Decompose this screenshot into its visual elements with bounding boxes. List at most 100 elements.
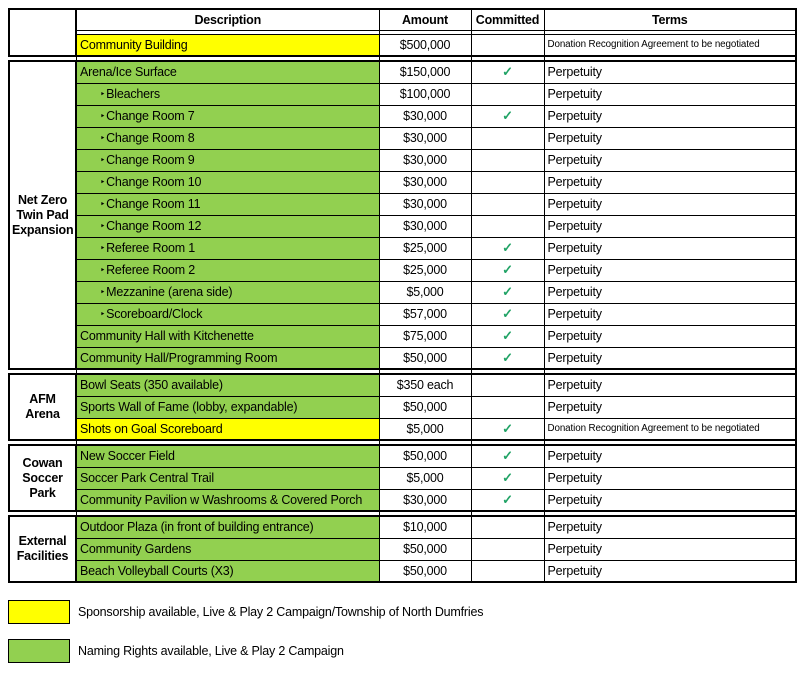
amount-cell: $75,000 [378,324,472,348]
description-cell: Community Gardens [75,537,380,561]
group-cell-external-facilities: External Facilities [8,515,77,583]
table-row: Cowan Soccer Park New Soccer Field $50,000… [8,444,797,512]
description-cell: ‣Change Room 12 [75,214,380,238]
triangular-bullet-icon: ‣ [100,177,106,187]
terms-cell: Perpetuity [543,104,797,128]
table-row: Net Zero Twin Pad Expansion Arena/Ice Sur… [8,60,797,370]
terms-cell: Perpetuity [543,60,797,84]
committed-cell [470,82,545,106]
section-gap-cell [9,439,76,446]
yellow-swatch [8,600,70,624]
amount-cell: $50,000 [378,346,472,370]
table-row: External Facilities Outdoor Plaza (in fro… [8,515,797,583]
description-cell: Sports Wall of Fame (lobby, expandable) [75,395,380,419]
committed-cell [470,373,545,397]
table-row: ‣Change Room 10 $30,000 Perpetuity [9,170,797,194]
table-row: Community Pavilion w Washrooms & Covered… [9,488,797,512]
description-cell: ‣Change Room 7 [75,104,380,128]
triangular-bullet-icon: ‣ [100,265,106,275]
amount-cell: $30,000 [378,126,472,150]
amount-cell: $10,000 [378,515,472,539]
description-label: Change Room 10 [106,175,202,189]
table-row: ‣Change Room 11 $30,000 Perpetuity [9,192,797,216]
terms-cell: Perpetuity [543,280,797,304]
description-cell: Community Hall with Kitchenette [75,324,380,348]
sponsorship-table: Description Amount Committed Terms Community… [8,8,797,583]
terms-cell: Perpetuity [543,258,797,282]
amount-cell: $30,000 [378,192,472,216]
amount-cell: $30,000 [378,214,472,238]
committed-cell: ✓ [470,417,545,441]
committed-cell [470,395,545,419]
column-header-description: Description [75,8,380,31]
table-row: ‣Scoreboard/Clock $57,000 ✓ Perpetuity [9,302,797,326]
amount-cell: $30,000 [378,170,472,194]
description-cell: ‣Referee Room 2 [75,258,380,282]
triangular-bullet-icon: ‣ [100,155,106,165]
terms-cell: Perpetuity [543,373,797,397]
gap-cell [543,439,797,446]
triangular-bullet-icon: ‣ [100,133,106,143]
check-icon: ✓ [502,349,513,365]
amount-cell: $25,000 [378,258,472,282]
check-icon: ✓ [502,470,513,485]
description-cell: ‣Referee Room 1 [75,236,380,260]
committed-cell: ✓ [470,258,545,282]
terms-cell: Perpetuity [543,444,797,468]
check-icon: ✓ [502,64,513,80]
amount-cell: $50,000 [378,395,472,419]
committed-cell: ✓ [470,60,545,84]
description-cell: New Soccer Field [75,444,380,468]
terms-cell: Perpetuity [543,214,797,238]
terms-cell: Perpetuity [543,236,797,260]
column-header-terms: Terms [543,8,797,31]
group-cell-afm-arena: AFM Arena [8,373,77,441]
section-gap-cell [9,510,76,517]
committed-cell [470,126,545,150]
amount-cell: $5,000 [378,466,472,490]
table-row: Soccer Park Central Trail $5,000 ✓ Perpetui… [9,466,797,490]
description-cell: Community Pavilion w Washrooms & Covered… [75,488,380,512]
description-label: Change Room 12 [106,219,202,233]
description-label: Referee Room 2 [106,263,196,277]
description-cell: Arena/Ice Surface [75,60,380,84]
section-gap-cell [9,368,76,375]
triangular-bullet-icon: ‣ [100,199,106,209]
check-icon: ✓ [502,306,513,321]
description-label: Change Room 11 [106,197,201,211]
terms-cell: Perpetuity [543,488,797,512]
terms-cell: Donation Recognition Agreement to be neg… [543,417,797,441]
amount-cell: $25,000 [378,236,472,260]
table-row: ‣Change Room 8 $30,000 Perpetuity [9,126,797,150]
description-label: Change Room 9 [106,153,195,167]
description-cell: Bowl Seats (350 available) [75,373,380,397]
gap-cell [543,368,797,375]
amount-cell: $500,000 [378,33,472,57]
table-row: Beach Volleyball Courts (X3) $50,000 Perpe… [9,559,797,583]
amount-cell: $5,000 [378,417,472,441]
committed-cell: ✓ [470,280,545,304]
check-icon: ✓ [502,420,513,436]
table-row: ‣Referee Room 2 $25,000 ✓ Perpetuity [9,258,797,282]
group-cell-net-zero-twin-pad-expansion: Net Zero Twin Pad Expansion [8,60,77,370]
table-row: ‣Mezzanine (arena side) $5,000 ✓ Perpetuity [9,280,797,304]
green-swatch [8,639,70,663]
committed-cell: ✓ [470,466,545,490]
table-row: Community Hall with Kitchenette $75,000 ✓ P… [9,324,797,348]
committed-cell: ✓ [470,302,545,326]
table-row: Community Gardens $50,000 Perpetuity [9,537,797,561]
check-icon: ✓ [502,262,513,277]
committed-cell [470,559,545,583]
gap-cell [543,55,797,62]
committed-cell: ✓ [470,236,545,260]
legend-item-yellow: Sponsorship available, Live & Play 2 Cam… [8,600,803,624]
table-row: ‣Change Room 7 $30,000 ✓ Perpetuity [9,104,797,128]
committed-cell: ✓ [470,488,545,512]
description-label: Bleachers [106,87,160,101]
amount-cell: $57,000 [378,302,472,326]
description-cell: Community Hall/Programming Room [75,346,380,370]
legend-label: Naming Rights available, Live & Play 2 C… [78,644,344,658]
amount-cell: $5,000 [378,280,472,304]
table-row: Sports Wall of Fame (lobby, expandable) $… [9,395,797,419]
